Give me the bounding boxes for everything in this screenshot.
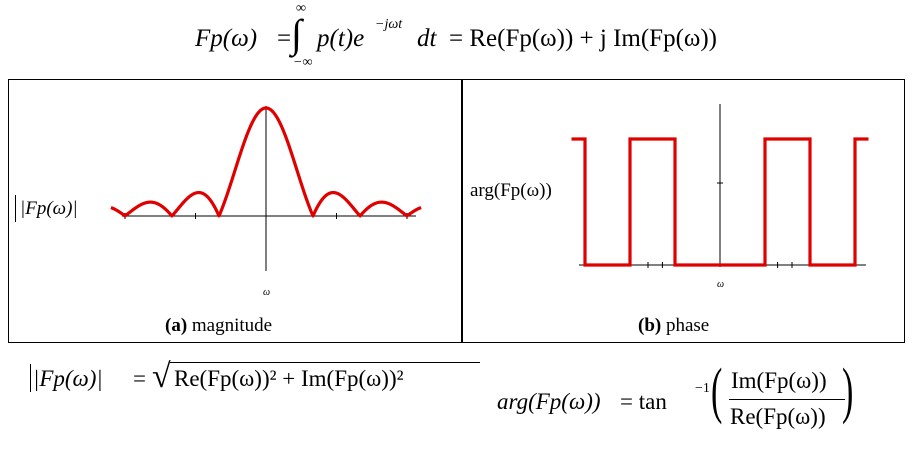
fourier-dt: dt <box>417 25 437 52</box>
panel-divider <box>461 79 463 343</box>
abs-bar-left <box>15 195 17 222</box>
phase-x-label: ω <box>717 279 725 290</box>
magnitude-y-label: |Fp(ω)| <box>15 195 82 222</box>
magnitude-y-label-text: |Fp(ω)| <box>20 198 78 219</box>
fourier-lhs: Fp(ω) <box>195 25 258 52</box>
phase-eq-rhs-prefix: = tan <box>620 389 667 414</box>
fourier-lower-limit: −∞ <box>293 55 313 70</box>
magnitude-x-label: ω <box>263 287 271 298</box>
phase-eq-lhs: arg(Fp(ω)) <box>497 389 601 414</box>
paren-left: ( <box>711 357 723 425</box>
phase-y-label: arg(Fp(ω)) <box>470 180 552 201</box>
magnitude-caption-text: magnitude <box>187 315 273 336</box>
fourier-equals: = <box>277 25 292 52</box>
fourier-integrand: p(t)e <box>317 25 365 52</box>
integral-sign: ∫ <box>291 11 302 56</box>
figure-frame <box>8 79 905 343</box>
magnitude-caption: (a) magnitude <box>165 315 272 337</box>
sqrt-overline <box>170 362 480 364</box>
paren-right: ) <box>842 357 854 425</box>
phase-caption-tag: (b) <box>638 315 662 336</box>
fourier-exponent: −jωt <box>375 17 403 32</box>
sqrt-sign: √ <box>152 358 171 395</box>
phase-eq-denominator: Re(Fp(ω)) <box>730 404 826 429</box>
fourier-rhs: = Re(Fp(ω)) + j Im(Fp(ω)) <box>449 25 718 52</box>
fourier-upper-limit: ∞ <box>296 1 306 16</box>
fraction-bar <box>729 399 845 401</box>
magnitude-caption-tag: (a) <box>165 315 188 336</box>
phase-eq-numerator: Im(Fp(ω)) <box>731 368 827 393</box>
phase-caption-text: phase <box>661 315 710 336</box>
phase-caption: (b) phase <box>638 315 709 337</box>
magnitude-eq-radicand: Re(Fp(ω))² + Im(Fp(ω))² <box>174 366 404 391</box>
magnitude-eq-bar-left <box>30 364 32 392</box>
magnitude-eq-lhs: |Fp(ω)| <box>33 366 103 391</box>
phase-eq-inverse: −1 <box>695 381 710 396</box>
magnitude-eq-equals: = <box>133 366 146 391</box>
